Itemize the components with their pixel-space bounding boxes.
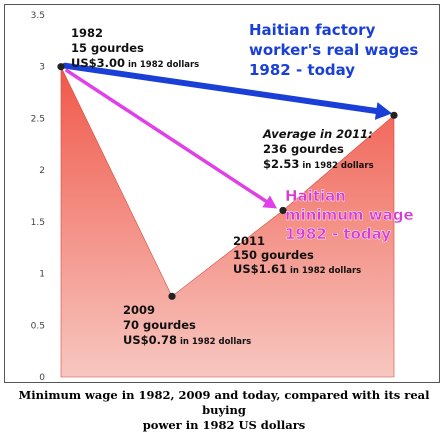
annotation-1982-gourdes: 15 gourdes — [71, 41, 144, 55]
minimum-wage-label-line1: Haitian — [285, 187, 346, 205]
annotation-2009-gourdes: 70 gourdes — [123, 318, 196, 332]
minimum-wage-arrow — [65, 68, 277, 209]
annotation-1982-usd: US$3.00 in 1982 dollars — [71, 56, 199, 70]
y-tick-label: 1.5 — [31, 218, 45, 228]
y-tick-label: 1 — [39, 270, 45, 280]
annotation-2009-usd-unit: in 1982 dollars — [177, 337, 251, 347]
chart-frame: 0 0.5 1 1.5 2 2.5 3 3.5 1982 15 gourdes US$3.00… — [4, 4, 440, 383]
annotation-2011-minimum-usd-unit: in 1982 dollars — [287, 266, 361, 276]
figure-caption: Minimum wage in 1982, 2009 and today, co… — [8, 388, 440, 433]
wage-chart: 0 0.5 1 1.5 2 2.5 3 3.5 1982 15 gourdes US$3.00… — [31, 11, 419, 382]
y-tick-label: 0.5 — [31, 321, 45, 331]
annotation-2011-average-gourdes: 236 gourdes — [263, 142, 344, 156]
marker-2011-minimum — [279, 206, 287, 215]
annotation-2011-minimum-usd-value: US$1.61 — [233, 262, 287, 276]
annotation-1982-year: 1982 — [71, 26, 103, 40]
factory-wage-label-line2: worker's real wages — [249, 41, 418, 59]
y-tick-label: 2.5 — [31, 114, 45, 124]
annotation-2011-average-usd-value: $2.53 — [263, 157, 299, 171]
marker-2009 — [168, 292, 176, 300]
annotation-1982-usd-unit: in 1982 dollars — [125, 60, 199, 70]
marker-1982 — [57, 63, 65, 71]
annotation-2009-year: 2009 — [123, 303, 155, 317]
annotation-2011-average-title: Average in 2011: — [262, 127, 373, 141]
annotation-2011-average-usd-unit: in 1982 dollars — [299, 161, 373, 171]
annotation-2011-minimum-gourdes: 150 gourdes — [233, 248, 314, 262]
minimum-wage-label-line3: 1982 - today — [285, 225, 391, 243]
factory-wage-label-line3: 1982 - today — [249, 61, 355, 79]
annotation-2009-usd: US$0.78 in 1982 dollars — [123, 333, 251, 347]
annotation-2009-usd-value: US$0.78 — [123, 333, 177, 347]
caption-line-1: Minimum wage in 1982, 2009 and today, co… — [18, 388, 430, 417]
marker-2011-average — [390, 111, 398, 119]
y-tick-label: 2 — [39, 166, 45, 176]
factory-wage-arrow — [62, 62, 392, 120]
annotation-2011-average-usd: $2.53 in 1982 dollars — [263, 157, 374, 171]
annotation-2011-minimum-year: 2011 — [233, 234, 265, 248]
minimum-wage-label-line2: minimum wage — [285, 206, 414, 224]
y-tick-label: 3 — [39, 63, 45, 73]
y-tick-label: 0 — [39, 373, 45, 382]
factory-wage-label-line1: Haitian factory — [249, 21, 376, 39]
y-tick-label: 3.5 — [31, 11, 45, 21]
annotation-2011-minimum-usd: US$1.61 in 1982 dollars — [233, 262, 361, 276]
annotation-1982-usd-value: US$3.00 — [71, 56, 125, 70]
caption-line-2: power in 1982 US dollars — [142, 418, 306, 432]
